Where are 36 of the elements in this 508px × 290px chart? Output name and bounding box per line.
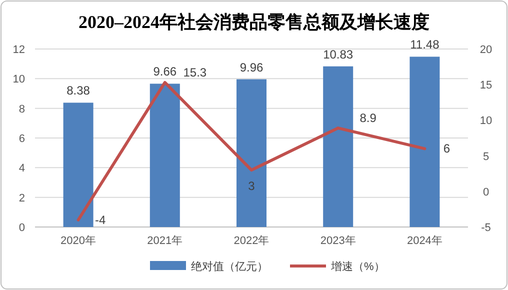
y-tick-label: 10 (12, 74, 25, 86)
chart-title: 2020–2024年社会消费品零售总额及增长速度 (78, 12, 430, 32)
y-tick-label: 6 (18, 133, 25, 145)
bar (63, 102, 94, 227)
legend-label: 绝对值（亿元） (191, 260, 268, 273)
data-label: 6 (443, 142, 450, 156)
y2-tick-label: 0 (482, 186, 490, 198)
bar (236, 79, 266, 227)
y-tick-label: 12 (12, 44, 25, 56)
data-label: 11.48 (410, 38, 440, 52)
data-label: 9.96 (240, 60, 264, 74)
y2-tick-label: 20 (480, 44, 492, 56)
x-tick-label: 2020年 (60, 235, 96, 247)
y-tick-label: 4 (18, 162, 25, 175)
y2-tick-label: 10 (480, 115, 492, 128)
data-label: 9.66 (153, 64, 177, 79)
y2-tick-label: 5 (482, 150, 490, 163)
x-tick-label: 2023年 (320, 235, 356, 247)
data-label: -4 (94, 212, 106, 227)
data-label: 15.3 (183, 65, 207, 80)
y2-tick-label: 15 (480, 80, 492, 92)
y-tick-label: 2 (18, 192, 25, 204)
bar (323, 66, 354, 227)
bar (150, 84, 180, 227)
data-label: 10.83 (323, 47, 354, 62)
y-tick-label: 0 (18, 222, 25, 234)
data-label: 3 (248, 179, 256, 194)
data-label: 8.38 (66, 84, 90, 98)
x-tick-label: 2024年 (406, 235, 442, 247)
bar (410, 56, 440, 227)
data-label: 8.9 (360, 111, 377, 126)
y-tick-label: 8 (18, 103, 25, 116)
y2-tick-label: -5 (481, 222, 491, 234)
x-tick-label: 2021年 (147, 235, 183, 247)
x-tick-label: 2022年 (234, 235, 270, 247)
legend-label: 增速（%） (330, 260, 385, 273)
